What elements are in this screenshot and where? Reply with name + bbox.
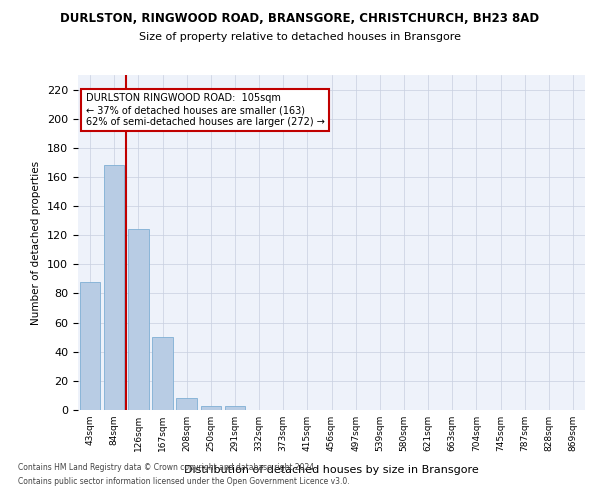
Text: Size of property relative to detached houses in Bransgore: Size of property relative to detached ho… [139,32,461,42]
Text: DURLSTON, RINGWOOD ROAD, BRANSGORE, CHRISTCHURCH, BH23 8AD: DURLSTON, RINGWOOD ROAD, BRANSGORE, CHRI… [61,12,539,26]
X-axis label: Distribution of detached houses by size in Bransgore: Distribution of detached houses by size … [184,465,479,475]
Text: DURLSTON RINGWOOD ROAD:  105sqm
← 37% of detached houses are smaller (163)
62% o: DURLSTON RINGWOOD ROAD: 105sqm ← 37% of … [86,94,325,126]
Text: Contains public sector information licensed under the Open Government Licence v3: Contains public sector information licen… [18,478,350,486]
Text: Contains HM Land Registry data © Crown copyright and database right 2024.: Contains HM Land Registry data © Crown c… [18,462,317,471]
Bar [104,166,124,410]
Bar [152,337,173,410]
Bar [128,230,149,410]
Bar [224,406,245,410]
Bar [200,406,221,410]
Bar [80,282,100,410]
Bar [176,398,197,410]
Y-axis label: Number of detached properties: Number of detached properties [31,160,41,324]
